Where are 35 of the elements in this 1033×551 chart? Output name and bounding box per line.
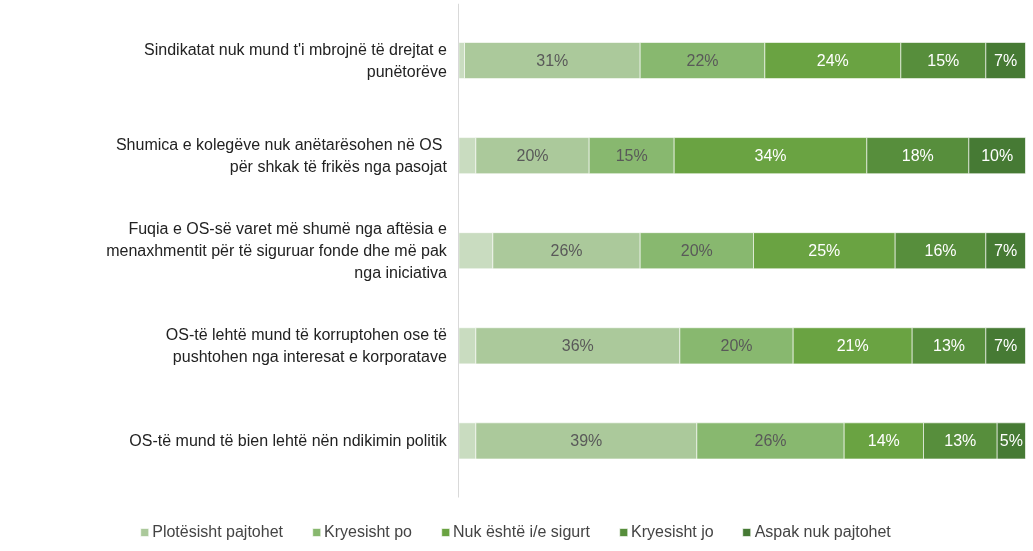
data-label: 15% [615, 147, 648, 165]
y-tick-label: Shumica e kolegëve nuk anëtarësohen në OS për shkak të frikës nga pasojat [115, 136, 448, 176]
data-label: 21% [836, 337, 869, 355]
data-label: 7% [994, 242, 1018, 260]
data-label: 22% [686, 52, 719, 70]
data-label: 26% [550, 242, 583, 260]
legend-label: Kryesisht jo [630, 523, 714, 541]
data-label: 5% [999, 432, 1023, 450]
y-tick-label: Fuqia e OS-së varet më shumë nga aftësia e menaxhmentit për të siguruar fonde dhe më pak nga iniciativa [106, 220, 448, 282]
data-label: 26% [754, 432, 787, 450]
data-label: 20% [720, 337, 753, 355]
data-label: 24% [816, 52, 849, 70]
data-label: 20% [680, 242, 713, 260]
data-label: 7% [994, 52, 1018, 70]
data-label: 7% [994, 337, 1018, 355]
legend-label: Nuk është i/e sigurt [453, 523, 590, 541]
data-label: 20% [516, 147, 549, 165]
y-tick-label: OS-të lehtë mund të korruptohen ose të pushtohen nga interesat e korporatave [165, 326, 447, 366]
y-tick-label: Sindikatat nuk mund t'i mbrojnë të drejtat e punëtorëve [144, 41, 447, 81]
y-tick-label: OS-të mund të bien lehtë nën ndikimin politik [129, 432, 448, 450]
data-label: 31% [536, 52, 569, 70]
data-label: 34% [754, 147, 787, 165]
legend-label: Kryesisht po [323, 523, 413, 541]
data-label: 10% [981, 147, 1014, 165]
legend-label: Plotësisht pajtohet [152, 523, 283, 541]
data-label: 13% [932, 337, 966, 355]
data-label: 14% [867, 432, 900, 450]
data-label: 15% [927, 52, 960, 70]
data-label: 16% [924, 242, 957, 260]
data-label: 39% [570, 432, 603, 450]
data-label: 13% [944, 432, 977, 450]
data-label: 36% [561, 337, 594, 355]
data-label: 18% [901, 147, 934, 165]
legend-label: Aspak nuk pajtohet [754, 523, 891, 541]
data-label: 25% [808, 242, 841, 260]
